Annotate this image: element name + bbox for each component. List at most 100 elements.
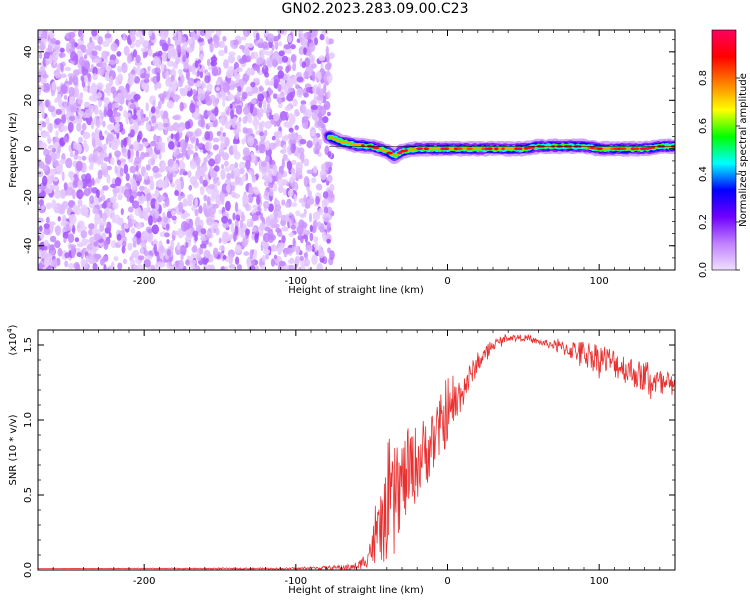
noise-blob [88, 95, 96, 102]
noise-blob [78, 136, 83, 143]
noise-blob [157, 142, 163, 150]
noise-blob [175, 132, 180, 142]
spectrogram-marks [38, 30, 675, 270]
noise-blob [148, 215, 153, 226]
noise-blob [68, 86, 75, 97]
noise-blob [89, 85, 96, 95]
noise-blob [79, 191, 85, 197]
noise-blob [256, 57, 264, 64]
noise-blob [167, 48, 172, 60]
noise-blob [278, 260, 286, 267]
noise-blob [55, 225, 62, 236]
noise-blob [145, 255, 153, 261]
signal-peak [456, 147, 463, 151]
noise-blob [49, 244, 55, 251]
noise-blob [48, 123, 53, 134]
noise-blob [143, 152, 150, 158]
noise-blob [127, 39, 132, 46]
noise-blob [145, 258, 150, 268]
noise-blob [132, 49, 138, 58]
noise-blob [123, 164, 129, 175]
noise-blob [172, 115, 180, 120]
noise-blob [277, 83, 282, 92]
noise-blob [194, 217, 200, 228]
signal-peak [443, 147, 450, 151]
noise-blob [57, 145, 61, 154]
noise-blob [305, 259, 311, 265]
noise-blob [84, 143, 89, 153]
noise-blob [200, 228, 207, 235]
noise-blob [232, 212, 236, 221]
noise-blob [155, 57, 162, 69]
noise-blob [170, 69, 175, 76]
noise-blob [57, 216, 61, 222]
noise-blob [60, 73, 67, 79]
noise-blob [275, 137, 280, 146]
noise-blob [170, 239, 175, 248]
noise-blob [270, 217, 274, 225]
noise-blob [259, 85, 263, 92]
noise-blob [318, 225, 325, 231]
noise-blob [320, 62, 324, 70]
noise-blob [218, 118, 223, 124]
noise-blob [227, 234, 233, 240]
noise-blob [227, 54, 235, 64]
noise-blob [196, 164, 201, 171]
snr-x-ticks: -200 -100 0 100 [37, 330, 661, 587]
noise-blob [103, 97, 110, 105]
noise-blob [56, 93, 62, 104]
noise-blob [166, 249, 171, 257]
signal-peak [647, 146, 652, 150]
noise-blob [277, 70, 284, 79]
noise-blob [183, 62, 189, 70]
noise-blob [96, 91, 102, 99]
noise-blob [195, 137, 199, 147]
y-tick-label: -20 [23, 189, 34, 205]
noise-blob [267, 33, 275, 43]
noise-blob [82, 131, 91, 140]
noise-blob [261, 41, 269, 49]
noise-blob [309, 224, 313, 232]
noise-blob [157, 261, 163, 269]
noise-blob [188, 78, 195, 87]
noise-blob [99, 189, 105, 196]
noise-blob [126, 53, 132, 64]
noise-blob [277, 41, 283, 47]
noise-blob [97, 155, 104, 165]
noise-blob [201, 81, 205, 89]
noise-blob [278, 232, 283, 237]
noise-blob [188, 218, 194, 229]
noise-blob [301, 264, 306, 270]
noise-blob [270, 244, 277, 252]
noise-blob [154, 123, 159, 129]
noise-blob [96, 189, 100, 199]
signal-peak [516, 147, 523, 151]
noise-blob [151, 224, 159, 235]
noise-blob [103, 156, 110, 162]
noise-blob [91, 30, 98, 37]
noise-blob [303, 229, 311, 236]
noise-blob [288, 232, 295, 237]
noise-blob [250, 103, 254, 114]
noise-blob [318, 106, 327, 117]
noise-blob [71, 248, 76, 259]
noise-blob [251, 175, 257, 183]
noise-blob [326, 111, 331, 117]
noise-blob [249, 219, 254, 228]
noise-blob [44, 187, 50, 195]
noise-blob [326, 62, 332, 68]
noise-blob [41, 132, 48, 138]
x-tick-label: -100 [284, 276, 307, 287]
noise-blob [114, 165, 118, 174]
noise-blob [89, 195, 95, 205]
noise-blob [263, 232, 270, 243]
noise-blob [85, 173, 92, 184]
colorbar-tick-label: 0.8 [698, 70, 709, 86]
noise-blob [295, 245, 300, 256]
noise-blob [264, 120, 272, 129]
noise-blob [172, 122, 180, 132]
noise-blob [199, 186, 205, 196]
noise-blob [273, 208, 278, 220]
noise-blob [68, 244, 76, 249]
noise-blob [170, 133, 174, 140]
